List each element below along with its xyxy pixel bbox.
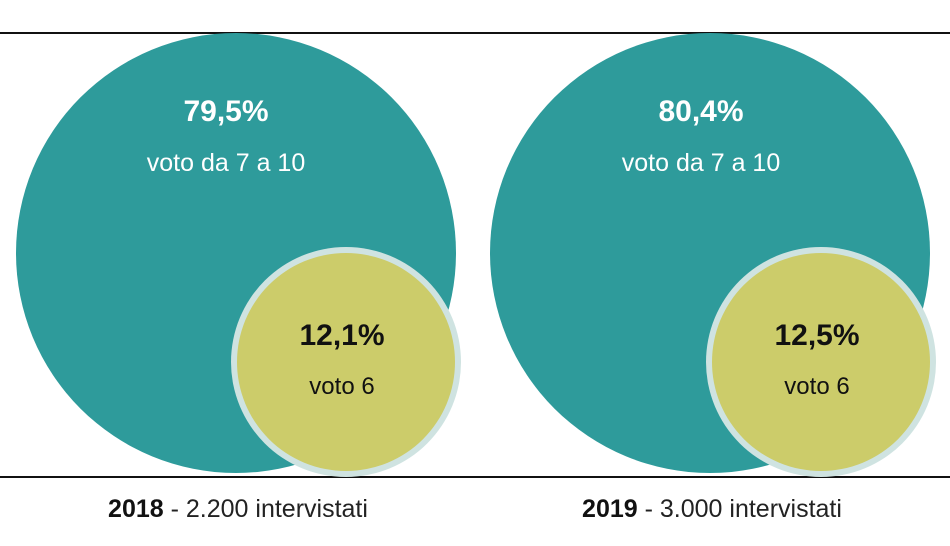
big-label-2018: voto da 7 a 10 bbox=[147, 149, 305, 177]
small-pct-2019: 12,5% bbox=[774, 319, 859, 352]
small-pct-2018: 12,1% bbox=[299, 319, 384, 352]
big-pct-2018: 79,5% bbox=[183, 95, 268, 128]
small-bubble-2019 bbox=[712, 253, 930, 471]
big-label-2019: voto da 7 a 10 bbox=[622, 149, 780, 177]
small-bubble-2018 bbox=[237, 253, 455, 471]
caption-year-2019: 2019 bbox=[582, 495, 638, 523]
panel-2018: 79,5% voto da 7 a 10 12,1% voto 6 2018 -… bbox=[16, 33, 461, 523]
caption-rest-2019: - 3.000 intervistati bbox=[638, 495, 842, 523]
small-label-2018: voto 6 bbox=[309, 373, 374, 400]
small-label-2019: voto 6 bbox=[784, 373, 849, 400]
caption-year-2018: 2018 bbox=[108, 495, 164, 523]
panel-2019: 80,4% voto da 7 a 10 12,5% voto 6 2019 -… bbox=[490, 33, 936, 523]
caption-rest-2018: - 2.200 intervistati bbox=[164, 495, 368, 523]
caption-2018: 2018 - 2.200 intervistati bbox=[108, 495, 368, 523]
caption-2019: 2019 - 3.000 intervistati bbox=[582, 495, 842, 523]
big-pct-2019: 80,4% bbox=[658, 95, 743, 128]
